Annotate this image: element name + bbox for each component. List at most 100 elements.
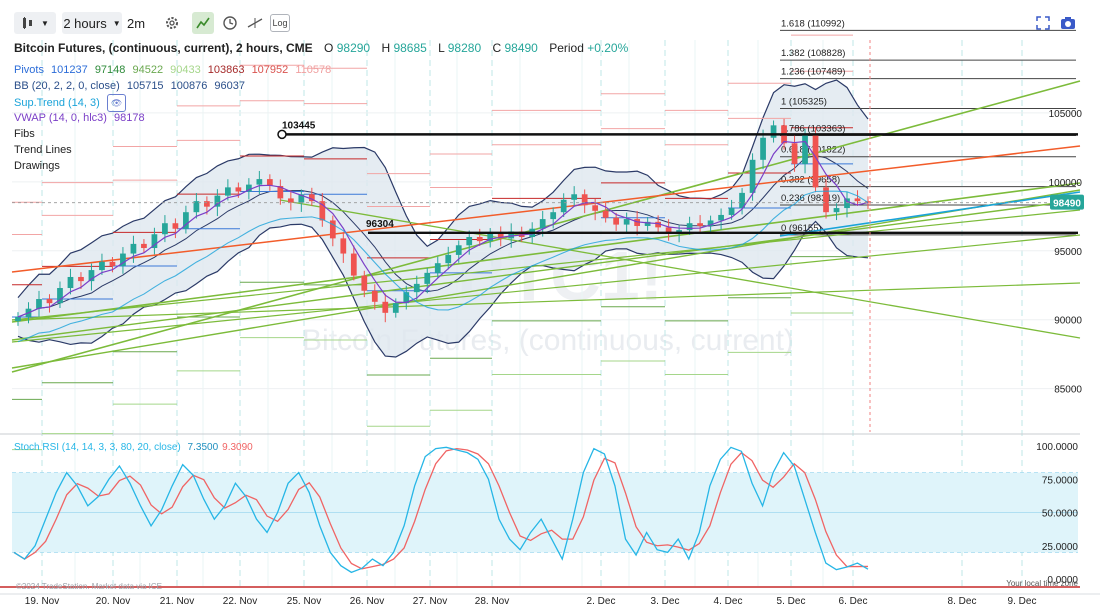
log-scale-toggle[interactable]: Log bbox=[270, 14, 290, 32]
candle-body bbox=[287, 198, 294, 203]
gear-icon bbox=[166, 17, 178, 29]
fib-label: 1.236 (107489) bbox=[781, 67, 845, 78]
candle-body bbox=[141, 243, 147, 249]
candle-body bbox=[770, 125, 777, 138]
candle-body bbox=[623, 219, 630, 225]
ohlc-o: O 98290 bbox=[324, 41, 371, 55]
candle-body bbox=[120, 253, 126, 266]
y-tick-label: 100000 bbox=[1049, 178, 1083, 189]
interval-select[interactable]: 2 hours ▼ bbox=[62, 12, 122, 34]
legend-trendlines[interactable]: Trend Lines bbox=[14, 144, 72, 156]
trend-line bbox=[11, 145, 1081, 273]
snapshot-button[interactable] bbox=[1058, 12, 1078, 34]
x-tick-label: 2. Dec bbox=[587, 596, 616, 607]
time-axis[interactable]: 19. Nov 20. Nov 21. Nov 22. Nov 25. Nov 26. N… bbox=[0, 593, 1100, 607]
price-axis[interactable]: 85000 90000 95000 100000 105000 98490 bbox=[1049, 109, 1084, 396]
trend-line bbox=[11, 199, 1081, 341]
candle-body bbox=[812, 133, 819, 188]
candle-body bbox=[455, 245, 462, 255]
x-tick-label: 5. Dec bbox=[777, 596, 806, 607]
stoch-y-tick: 0.0000 bbox=[1047, 575, 1078, 586]
candle-body bbox=[560, 199, 567, 213]
legend-bb[interactable]: BB (20, 2, 2, 0, close) 105715 100876 96… bbox=[14, 80, 245, 92]
legend-pivots[interactable]: Pivots 101237 97148 94522 90433 103863 1… bbox=[14, 64, 332, 76]
chart-type-button[interactable]: ▼ bbox=[14, 12, 56, 34]
x-tick-label: 27. Nov bbox=[413, 596, 447, 607]
x-tick-label: 3. Dec bbox=[651, 596, 680, 607]
candle-body bbox=[728, 208, 735, 215]
candle-body bbox=[760, 137, 766, 160]
period-change: Period +0.20% bbox=[549, 41, 629, 55]
candle-body bbox=[518, 231, 525, 237]
candle-body bbox=[382, 301, 389, 313]
candle-body bbox=[434, 263, 441, 273]
trend-line bbox=[11, 282, 1081, 321]
fib-label: 0.786 (103363) bbox=[781, 123, 845, 134]
trend-line bbox=[279, 199, 1081, 339]
timezone-label[interactable]: Your local time zone bbox=[1006, 579, 1078, 588]
chevron-down-icon: ▼ bbox=[112, 18, 121, 28]
candle-body bbox=[67, 276, 74, 289]
candle-body bbox=[539, 219, 546, 229]
candle-body bbox=[99, 261, 105, 271]
candle-body bbox=[676, 230, 682, 233]
ohlc-c: C 98490 bbox=[492, 41, 538, 55]
candle-body bbox=[130, 243, 137, 254]
candle-body bbox=[686, 223, 693, 231]
candle-body bbox=[602, 210, 609, 218]
stoch-y-tick: 50.0000 bbox=[1042, 509, 1079, 520]
y-tick-label: 90000 bbox=[1054, 316, 1082, 327]
candle-body bbox=[162, 223, 168, 235]
trend-line bbox=[11, 189, 1081, 369]
candle-body bbox=[697, 223, 703, 226]
candle-body bbox=[204, 201, 210, 207]
trend-line bbox=[11, 80, 1081, 373]
candle-body bbox=[319, 201, 326, 221]
copyright-text: ©2024 TradeStation. Market data via ICE bbox=[16, 582, 162, 591]
symbol-title: Bitcoin Futures, (continuous, current), … bbox=[14, 41, 313, 55]
candle-body bbox=[350, 253, 357, 276]
legend-vwap[interactable]: VWAP (14, 0, hlc3) 98178 bbox=[14, 112, 145, 124]
trend-line bbox=[11, 209, 1081, 321]
stoch-k-value: 7.3500 bbox=[188, 442, 219, 453]
time-button[interactable] bbox=[219, 12, 241, 34]
fib-label: 1.382 (108828) bbox=[781, 48, 845, 59]
eye-icon[interactable]: 👁 bbox=[106, 94, 127, 112]
bb-basis-line bbox=[17, 154, 869, 318]
replay-button[interactable] bbox=[192, 12, 214, 34]
candle-body bbox=[36, 299, 42, 309]
legend-drawings[interactable]: Drawings bbox=[14, 160, 60, 172]
candle-body bbox=[424, 272, 431, 284]
legend-suptrend[interactable]: Sup.Trend (14, 3) 👁 bbox=[14, 94, 628, 112]
candle-body bbox=[109, 261, 116, 266]
fib-label: 0.382 (99658) bbox=[781, 175, 840, 186]
last-price-label: 98490 bbox=[1053, 199, 1081, 210]
candle-body bbox=[823, 187, 829, 213]
candle-body bbox=[340, 238, 347, 254]
x-tick-label: 28. Nov bbox=[475, 596, 509, 607]
stoch-y-tick: 75.0000 bbox=[1042, 475, 1079, 486]
chart-legend: Bitcoin Futures, (continuous, current), … bbox=[14, 40, 628, 174]
candle-body bbox=[183, 212, 189, 229]
candle-body bbox=[508, 231, 515, 239]
interval-label: 2 hours bbox=[63, 15, 107, 31]
candles bbox=[15, 118, 871, 326]
candle-body bbox=[571, 194, 578, 200]
settings-button[interactable] bbox=[162, 12, 182, 34]
clock-icon bbox=[223, 16, 237, 30]
ray-anchor-handle[interactable] bbox=[277, 129, 287, 140]
candle-body bbox=[193, 201, 200, 213]
x-tick-label: 4. Dec bbox=[714, 596, 743, 607]
fullscreen-button[interactable] bbox=[1033, 12, 1053, 34]
candle-body bbox=[308, 194, 315, 202]
interval-alt-button[interactable]: 2m bbox=[126, 15, 146, 31]
candle-body bbox=[833, 208, 840, 213]
y-tick-label: 105000 bbox=[1049, 109, 1083, 120]
legend-fibs[interactable]: Fibs bbox=[14, 128, 35, 140]
candle-body bbox=[298, 194, 305, 203]
candle-body bbox=[844, 198, 850, 209]
x-tick-label: 21. Nov bbox=[160, 596, 194, 607]
candle-body bbox=[791, 143, 798, 164]
draw-button[interactable] bbox=[244, 12, 266, 34]
